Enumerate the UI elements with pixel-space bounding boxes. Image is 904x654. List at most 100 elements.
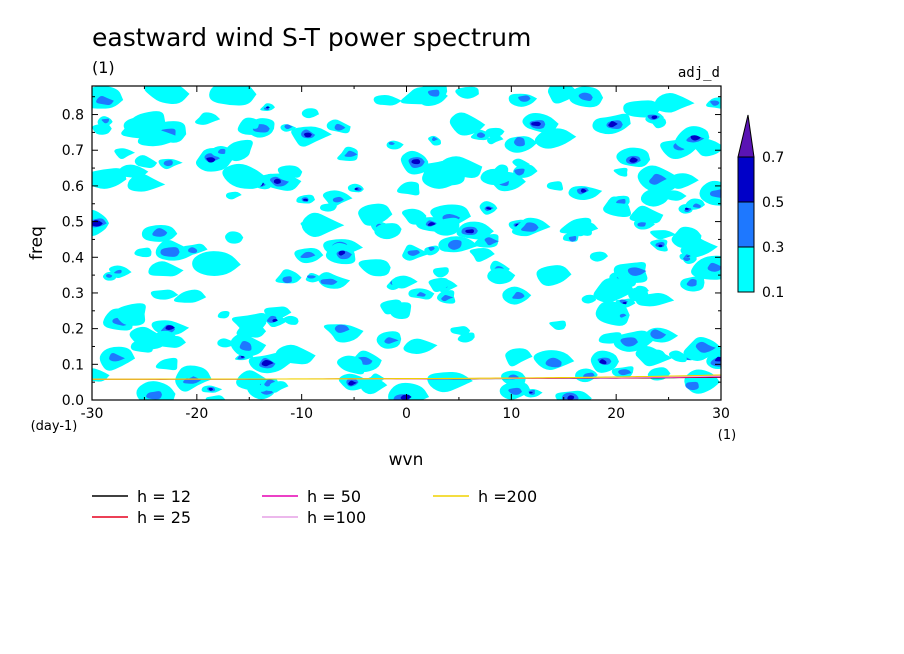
contour-patch <box>593 277 635 303</box>
colorbar: 0.1 0.3 0.5 0.7 <box>737 114 784 301</box>
plot-area <box>91 85 722 401</box>
chart-subtitle: (1) <box>92 58 115 77</box>
contour-patch <box>485 127 505 138</box>
x-tick-label: -10 <box>290 406 313 422</box>
contour-patch <box>320 278 338 285</box>
legend-label: h = 25 <box>137 508 191 527</box>
contour-patch <box>618 369 632 376</box>
contour-patch <box>150 289 179 300</box>
contour-patch <box>411 159 421 165</box>
contour-patch <box>115 303 146 326</box>
y-tick-label: 0.4 <box>62 250 84 266</box>
y-axis-label: freq <box>27 226 47 260</box>
contour-patch <box>486 207 492 210</box>
contour-patch <box>487 135 504 145</box>
contour-patch <box>568 236 577 242</box>
contour-patch <box>686 279 697 287</box>
contour-patch <box>663 190 687 201</box>
contour-patch <box>457 332 475 343</box>
legend-label: h =200 <box>478 487 537 506</box>
contour-patch <box>358 259 391 277</box>
dispersion-curves <box>92 374 721 380</box>
contour-patch <box>136 381 176 400</box>
contour-patch <box>709 189 721 198</box>
contour-patch <box>546 181 564 191</box>
contour-patch <box>567 395 575 400</box>
contour-patch <box>301 108 319 119</box>
colorbar-label: 0.5 <box>762 195 784 211</box>
contour-patch <box>348 380 357 386</box>
contour-patch <box>508 387 522 395</box>
contour-patch <box>303 198 309 201</box>
y-tick-label: 0.1 <box>62 357 84 373</box>
contour-patch <box>209 86 257 106</box>
contour-patch <box>598 332 622 344</box>
contour-patch <box>137 129 182 147</box>
y-tick-label: 0.8 <box>62 108 84 124</box>
contour-patch <box>447 239 462 250</box>
contour-patch <box>640 188 670 207</box>
contour-patch <box>514 168 525 176</box>
y-tick-label: 0.7 <box>62 143 84 159</box>
y-tick-label: 0.3 <box>62 286 84 302</box>
colorbar-label: 0.3 <box>762 240 784 256</box>
contour-patch <box>397 181 420 196</box>
contour-patch <box>669 173 699 189</box>
contour-patch <box>589 251 608 262</box>
contour-patch <box>521 222 539 232</box>
contour-patch <box>651 115 658 120</box>
contour-patch <box>244 118 259 129</box>
y-tick-label: 0.2 <box>62 322 84 338</box>
contour-patch <box>637 222 646 227</box>
contour-patch <box>114 269 122 274</box>
contour-patch <box>374 223 402 240</box>
contour-patch <box>616 198 626 204</box>
contour-patch <box>182 370 195 379</box>
colorbar-label: 0.7 <box>762 150 784 166</box>
colorbar-swatch <box>737 201 755 248</box>
chart-title: eastward wind S-T power spectrum <box>92 23 531 52</box>
contour-patch <box>266 106 271 109</box>
contour-patch <box>332 196 344 203</box>
contour-patch <box>109 352 125 362</box>
contour-patch <box>465 229 474 234</box>
contour-patch <box>450 326 471 336</box>
contour-patch <box>692 203 701 208</box>
contour-patch <box>358 203 393 226</box>
contour-patch <box>695 341 716 353</box>
contour-patch <box>323 324 364 343</box>
contour-patch <box>225 191 242 200</box>
contour-patch <box>654 93 695 113</box>
contour-patch <box>622 301 627 305</box>
contour-patch <box>272 318 278 323</box>
contour-patch <box>173 289 207 303</box>
contour-patch <box>264 379 276 387</box>
contour-patch <box>188 247 198 254</box>
contour-patch <box>92 123 112 135</box>
contour-patch <box>707 262 721 272</box>
contour-patch <box>354 187 359 190</box>
contour-patch <box>101 118 110 124</box>
contour-patch <box>518 95 531 102</box>
contour-patch <box>225 231 244 244</box>
x-tick-label: 0 <box>402 406 411 422</box>
contour-patch <box>273 178 281 185</box>
contour-patch <box>422 160 455 176</box>
contour-patch <box>441 294 454 302</box>
contour-patch <box>284 124 293 130</box>
contour-patch <box>668 350 687 363</box>
contour-patch <box>334 324 350 333</box>
y-tick-label: 0.0 <box>62 393 84 409</box>
contour-patch <box>714 356 721 362</box>
contour-patch <box>536 265 572 286</box>
contour-patch <box>512 291 525 299</box>
contour-patch <box>403 338 438 355</box>
contour-patch <box>431 136 439 141</box>
colorbar-overflow-triangle <box>737 114 755 158</box>
contour-patch <box>222 163 266 189</box>
contour-patch <box>391 275 418 289</box>
contour-patch <box>613 308 628 321</box>
contour-patch <box>650 230 677 240</box>
contour-patch <box>307 275 317 279</box>
